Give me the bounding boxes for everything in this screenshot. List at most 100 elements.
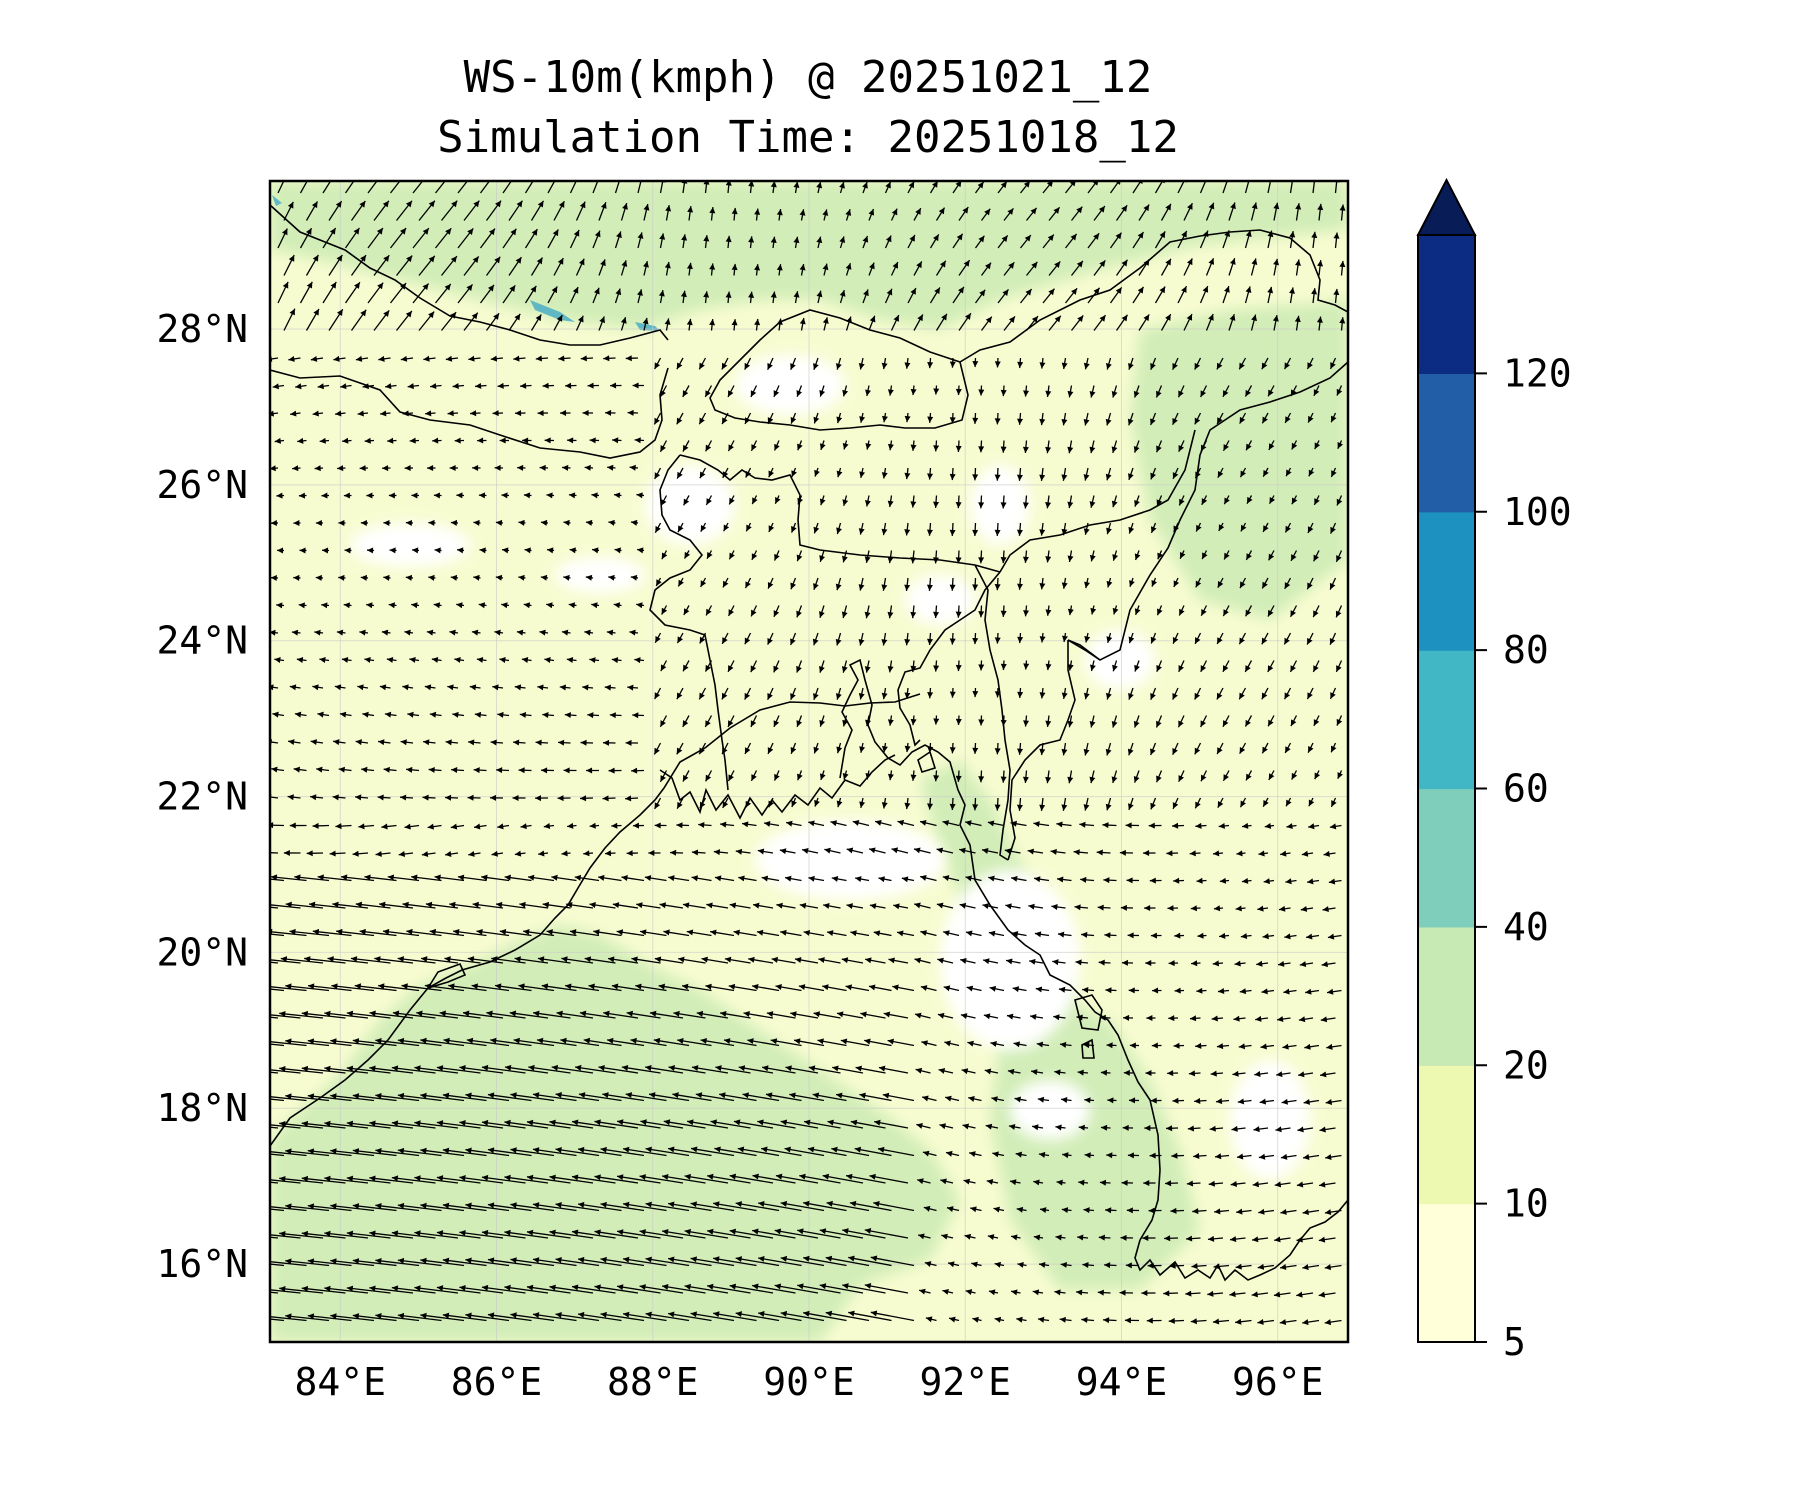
wind-arrow-head: [598, 1064, 605, 1071]
wind-arrow-head: [400, 794, 407, 801]
wind-arrow-head: [827, 1119, 834, 1126]
wind-arrow-head: [1286, 799, 1292, 807]
wind-arrow-head: [549, 1229, 556, 1236]
wind-arrow-head: [845, 263, 852, 270]
wind-arrow-head: [1178, 390, 1184, 398]
wind-arrow-head: [375, 1202, 382, 1209]
wind-arrow-head: [676, 747, 683, 755]
wind-arrow-head: [530, 285, 537, 293]
wind-arrow-shaft: [827, 1120, 864, 1129]
wind-arrow-head: [714, 875, 722, 882]
wind-arrow-head: [659, 902, 666, 909]
wind-arrow-head: [1255, 1015, 1262, 1022]
wind-arrow-head: [1123, 1014, 1130, 1021]
bay-of-bengal-strong-wind-field: [270, 925, 960, 1342]
wind-arrow-head: [1240, 800, 1246, 808]
wind-arrow-shaft: [401, 984, 442, 992]
wind-arrow-head: [579, 201, 586, 209]
calm-patch: [555, 557, 645, 593]
wind-arrow-shaft: [845, 1175, 886, 1184]
wind-arrow-head: [835, 363, 842, 370]
wind-arrow-head: [257, 1011, 263, 1017]
wind-arrow-head: [1210, 1070, 1217, 1077]
wind-arrow-head: [555, 1257, 562, 1263]
wind-arrow-head: [864, 666, 871, 673]
wind-arrow-head: [960, 957, 967, 964]
wind-arrow-head: [1165, 314, 1171, 321]
wind-arrow-head: [510, 228, 517, 236]
wind-arrow-head: [1051, 904, 1058, 910]
wind-arrow-head: [1106, 636, 1113, 643]
wind-arrow-head: [1245, 665, 1251, 672]
wind-arrow-head: [491, 850, 498, 857]
wind-arrow-head: [589, 657, 596, 664]
wind-arrow-head: [770, 181, 777, 188]
wind-arrow-shaft: [436, 1121, 481, 1129]
wind-arrow-head: [623, 1256, 630, 1263]
wind-arrow-shaft: [369, 1232, 414, 1239]
wind-arrow-head: [728, 609, 734, 616]
wind-arrow-shaft: [621, 1066, 661, 1074]
wind-arrow-head: [670, 849, 677, 856]
wind-arrow-shaft: [279, 1067, 324, 1074]
lake: [272, 195, 282, 206]
wind-arrow-head: [532, 1092, 540, 1099]
wind-arrow-head: [364, 874, 371, 881]
wind-arrow-shaft: [436, 1176, 481, 1184]
wind-arrow-shaft: [391, 1286, 436, 1294]
wind-arrow-shaft: [630, 1039, 667, 1047]
wind-arrow-head: [1257, 1263, 1265, 1270]
wind-arrow-head: [949, 529, 956, 536]
wind-arrow-head: [878, 876, 885, 883]
wind-arrow-head: [775, 984, 782, 990]
wind-arrow-head: [335, 201, 342, 208]
wind-arrow-head: [949, 417, 956, 424]
wind-arrow-head: [994, 584, 1001, 591]
wind-arrow-head: [661, 552, 668, 560]
wind-arrow-shaft: [560, 1039, 600, 1047]
wind-arrow-head: [335, 410, 342, 417]
wind-arrow-head: [1327, 933, 1335, 940]
wind-arrow-head: [625, 739, 632, 746]
wind-arrow-head: [1319, 1126, 1326, 1133]
wind-arrow-shaft: [549, 1176, 594, 1184]
wind-arrow-head: [592, 547, 599, 554]
wind-arrow-head: [645, 1146, 652, 1153]
wind-arrow-head: [949, 1316, 956, 1323]
wind-arrow-head: [301, 1285, 309, 1292]
wind-arrow-head: [1245, 230, 1252, 237]
wind-arrow-head: [1150, 526, 1157, 533]
wind-arrow-head: [270, 520, 277, 527]
wind-arrow-head: [676, 362, 683, 370]
wind-arrow-head: [343, 492, 350, 499]
wind-arrow-shaft: [1154, 181, 1164, 194]
wind-arrow-head: [672, 1092, 679, 1099]
latitude-tick-label: 16°N: [156, 1242, 248, 1286]
wind-arrow-head: [700, 524, 707, 532]
wind-arrow-head: [1015, 1151, 1023, 1158]
wind-arrow-head: [920, 930, 927, 936]
wind-arrow-head: [723, 524, 730, 532]
wind-arrow-shaft: [577, 1203, 622, 1212]
wind-arrow-shaft: [504, 1121, 549, 1129]
wind-arrow-head: [686, 929, 694, 936]
wind-arrow-head: [544, 657, 551, 663]
wind-arrow-head: [1324, 1209, 1332, 1216]
wind-arrow-shaft: [270, 1069, 301, 1074]
wind-arrow-head: [1339, 317, 1346, 324]
wind-arrow-head: [682, 983, 689, 990]
wind-arrow-head: [1061, 418, 1068, 426]
wind-arrow-head: [465, 1202, 472, 1209]
wind-arrow-head: [1127, 418, 1134, 426]
wind-arrow-head: [391, 1065, 399, 1072]
wind-arrow-head: [445, 794, 452, 801]
wind-arrow-head: [1067, 608, 1074, 616]
wind-arrow-head: [1236, 850, 1243, 857]
wind-arrow-head: [780, 1255, 788, 1262]
wind-arrow-head: [1023, 720, 1030, 727]
meghna-estuary-coastline: [839, 658, 1161, 1241]
wind-arrow-head: [1324, 1319, 1332, 1326]
wind-arrow-head: [1213, 1263, 1220, 1270]
wind-arrow-head: [1156, 445, 1162, 453]
wind-arrow-head: [865, 773, 872, 780]
